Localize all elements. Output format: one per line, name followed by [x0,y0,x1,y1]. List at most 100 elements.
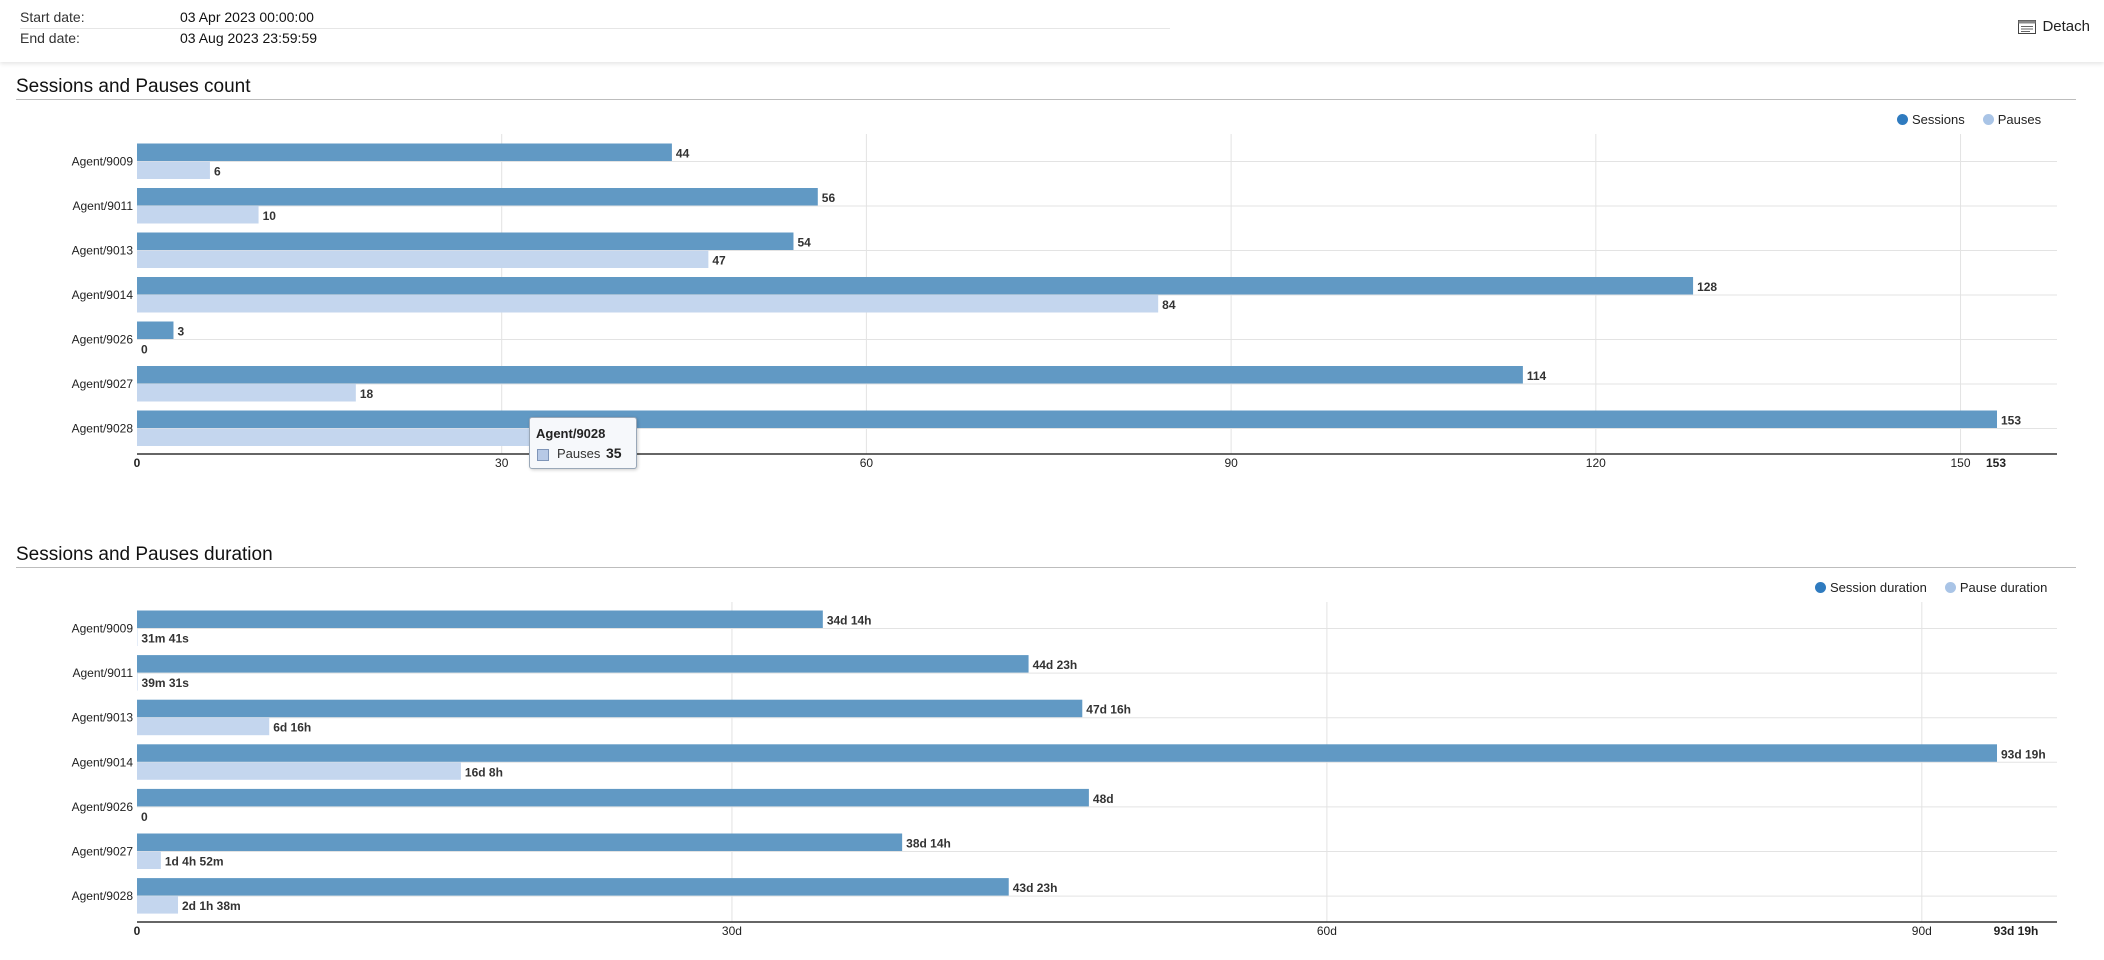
bar-secondary[interactable] [137,295,1159,313]
bar-secondary[interactable] [137,717,270,736]
bar-primary[interactable] [137,788,1089,807]
legend-item-pauses[interactable]: Pauses [1982,112,2042,127]
chart-title-duration: Sessions and Pauses duration [16,544,273,565]
bar-primary[interactable] [137,188,818,206]
tooltip-value: 35 [606,445,622,461]
end-date-row: End date: 03 Aug 2023 23:59:59 [20,29,1170,47]
bar-primary[interactable] [137,744,1997,762]
data-label: 128 [1697,280,1717,294]
data-label: 31m 41s [141,632,189,646]
section-divider [16,99,2076,100]
legend-label-sessions: Sessions [1912,112,1965,127]
x-tick-label: 90 [1224,456,1238,470]
x-tick-label: 0 [134,456,141,470]
category-label: Agent/9027 [72,845,134,859]
category-label: Agent/9011 [73,666,134,680]
tooltip-series: Pauses [557,446,601,461]
x-tick-label: 150 [1951,456,1971,470]
bar-primary[interactable] [137,699,1083,718]
bar-primary[interactable] [137,232,794,251]
legend-label-session-duration: Session duration [1830,580,1927,595]
bar-secondary[interactable] [137,384,356,402]
category-label: Agent/9026 [72,333,134,347]
category-label: Agent/9014 [72,288,134,302]
bar-secondary[interactable] [137,896,179,914]
legend-label-pauses: Pauses [1997,112,2042,127]
bar-primary[interactable] [137,610,823,629]
x-tick-label: 60 [860,456,874,470]
data-label: 84 [1162,298,1176,312]
tooltip-title: Agent/9028 [536,426,606,441]
start-date-value: 03 Apr 2023 00:00:00 [180,9,314,25]
data-label: 6 [214,165,221,179]
legend-item-session-duration[interactable]: Session duration [1815,580,1927,595]
data-label: 0 [141,343,148,357]
bar-primary[interactable] [137,833,903,852]
bar-primary[interactable] [137,321,174,340]
bar-primary[interactable] [137,277,1694,295]
category-label: Agent/9009 [72,155,134,169]
bar-primary[interactable] [137,143,672,162]
category-label: Agent/9009 [72,622,134,636]
data-label: 34d 14h [827,614,872,628]
legend-swatch-session-duration [1815,582,1826,593]
tooltip-swatch [537,449,549,461]
legend-swatch-pauses [1982,114,1994,125]
category-label: Agent/9013 [72,711,134,725]
end-date-value: 03 Aug 2023 23:59:59 [180,30,318,46]
x-tick-label: 30 [495,456,509,470]
bar-secondary[interactable] [137,673,138,691]
bar-secondary[interactable] [137,762,461,780]
category-label: Agent/9013 [72,244,134,258]
bar-secondary[interactable] [137,428,563,447]
detach-button[interactable]: Detach [2018,18,2090,35]
x-tick-label: 0 [134,924,141,938]
bar-primary[interactable] [137,366,1523,384]
x-tick-label: 60d [1317,924,1337,938]
x-max-label: 93d 19h [1994,924,2039,938]
category-label: Agent/9011 [73,199,134,213]
section-divider [16,567,2076,568]
category-label: Agent/9028 [72,422,134,436]
bar-secondary[interactable] [137,161,210,180]
plot-area: Agent/9009 34d 14h 31m 41s Agent/9011 44d 23… [72,602,2057,938]
data-label: 39m 31s [142,676,190,690]
data-label: 44 [676,147,690,161]
category-label: Agent/9028 [72,889,134,903]
data-label: 18 [360,387,374,401]
chart-tooltip: Agent/9028 Pauses 35 [529,417,637,469]
bar-primary[interactable] [137,878,1009,896]
end-date-label: End date: [20,30,80,46]
bar-secondary[interactable] [137,206,259,224]
data-label: 43d 23h [1013,881,1058,895]
data-label: 44d 23h [1033,658,1078,672]
data-label: 47 [712,254,726,268]
legend-item-sessions[interactable]: Sessions [1897,112,1965,127]
legend-duration: Session duration Pause duration [1815,580,2047,595]
x-max-label: 153 [1986,456,2006,470]
bar-primary[interactable] [137,655,1029,673]
legend-swatch-sessions [1897,114,1908,125]
chart-title-count: Sessions and Pauses count [16,76,251,97]
data-label: 56 [822,191,836,205]
data-label: 153 [2001,414,2021,428]
detach-label: Detach [2042,18,2090,35]
legend-item-pause-duration[interactable]: Pause duration [1944,580,2048,595]
x-tick-label: 30d [722,924,742,938]
data-label: 10 [263,209,277,223]
data-label: 48d [1093,792,1114,806]
start-date-label: Start date: [20,9,85,25]
bar-secondary[interactable] [137,250,709,269]
bar-secondary[interactable] [137,851,161,870]
data-label: 3 [177,325,184,339]
legend-count: Sessions Pauses [1897,112,2041,127]
data-label: 47d 16h [1086,703,1131,717]
data-label: 6d 16h [273,721,311,735]
data-label: 93d 19h [2001,747,2046,761]
category-label: Agent/9026 [72,800,134,814]
data-label: 38d 14h [906,837,951,851]
data-label: 114 [1527,369,1547,383]
data-label: 16d 8h [465,765,503,779]
legend-label-pause-duration: Pause duration [1959,580,2048,595]
